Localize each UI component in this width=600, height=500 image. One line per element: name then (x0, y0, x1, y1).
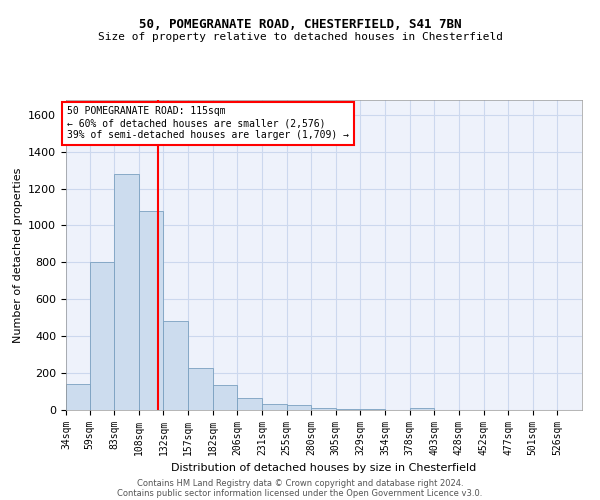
Y-axis label: Number of detached properties: Number of detached properties (13, 168, 23, 342)
Bar (66, 384, 89, 410)
Bar (139, 210, 163, 410)
Text: Size of property relative to detached houses in Chesterfield: Size of property relative to detached ho… (97, 32, 503, 42)
Bar (163, 322, 188, 410)
Text: 50 POMEGRANATE ROAD: 115sqm
← 60% of detached houses are smaller (2,576)
39% of : 50 POMEGRANATE ROAD: 115sqm ← 60% of det… (67, 106, 349, 140)
Text: 50, POMEGRANATE ROAD, CHESTERFIELD, S41 7BN: 50, POMEGRANATE ROAD, CHESTERFIELD, S41 … (139, 18, 461, 30)
Bar (336, 409, 361, 410)
Bar (262, 404, 287, 410)
Bar (89, 262, 114, 410)
Bar (287, 406, 311, 410)
Bar (410, 408, 434, 410)
Bar (114, 174, 139, 410)
Bar (213, 385, 238, 410)
Bar (238, 398, 262, 410)
X-axis label: Distribution of detached houses by size in Chesterfield: Distribution of detached houses by size … (172, 464, 476, 473)
Bar (188, 368, 213, 410)
Bar (311, 408, 336, 410)
Text: Contains public sector information licensed under the Open Government Licence v3: Contains public sector information licen… (118, 488, 482, 498)
Text: Contains HM Land Registry data © Crown copyright and database right 2024.: Contains HM Land Registry data © Crown c… (137, 478, 463, 488)
